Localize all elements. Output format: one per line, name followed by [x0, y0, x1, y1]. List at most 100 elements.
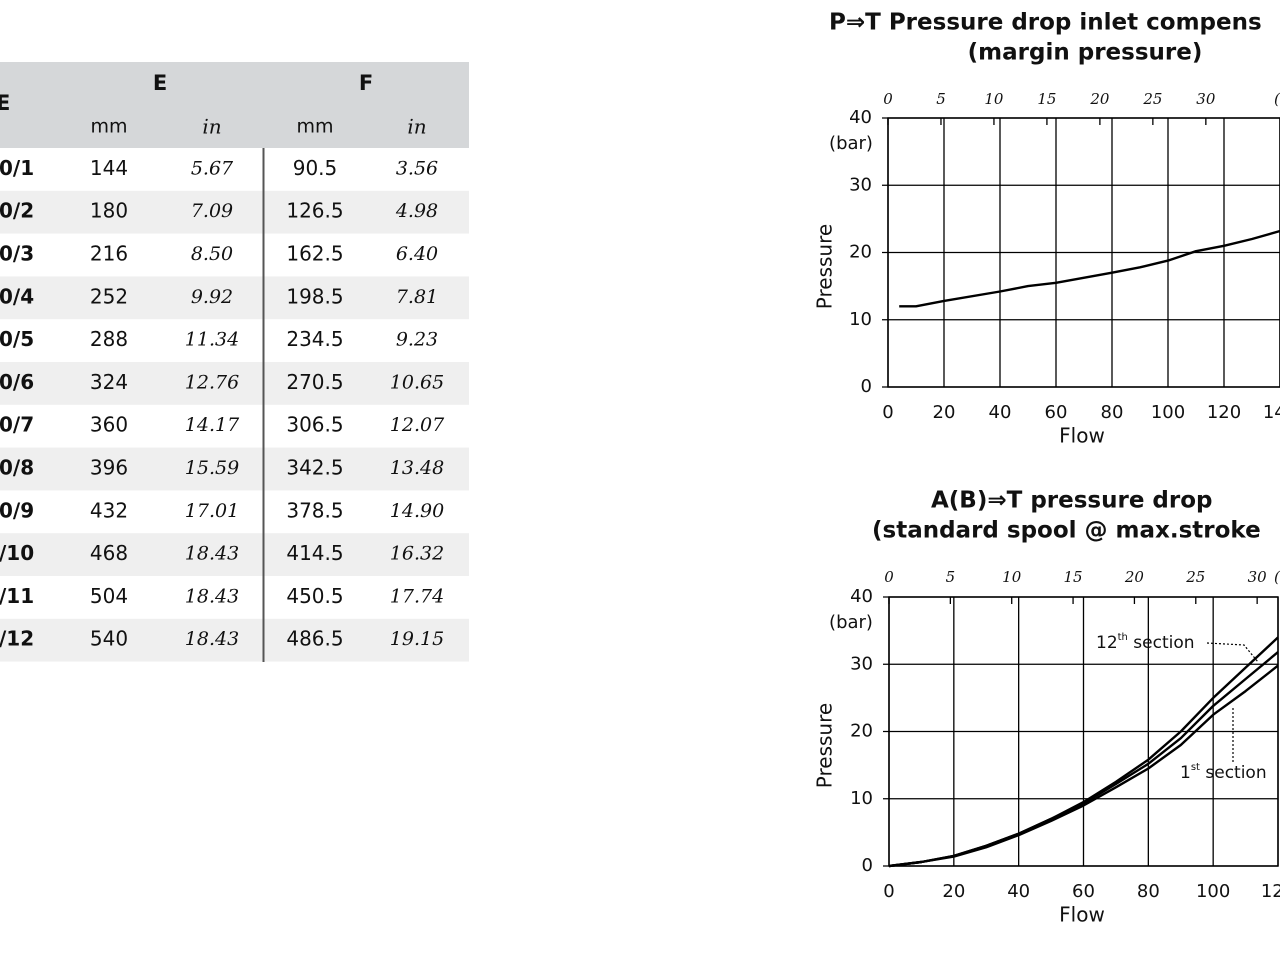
top-tick-label: 25	[1142, 90, 1162, 108]
x-axis-label: Flow	[1059, 903, 1105, 927]
table-cell: 324	[90, 370, 128, 394]
y-tick-label: 20	[849, 242, 872, 263]
top-tick-label: 15	[1064, 568, 1083, 586]
table-cell: 15.59	[185, 457, 239, 479]
top-tick-label: 5	[936, 90, 946, 108]
data-line	[888, 664, 1279, 868]
y-tick-label: 40	[850, 586, 873, 607]
table-cell: 13.48	[390, 457, 444, 479]
table-cell: 486.5	[286, 627, 343, 651]
row-label: 0/3	[0, 242, 34, 266]
annotation-leader	[1206, 642, 1259, 663]
table-cell: 414.5	[286, 541, 343, 565]
table-cell: 18.43	[185, 585, 239, 607]
row-background	[0, 533, 469, 576]
data-line	[899, 229, 1280, 308]
table-cell: 396	[90, 456, 128, 480]
table-cell: 144	[90, 156, 128, 180]
row-background	[0, 447, 469, 491]
table-cell: 16.32	[390, 543, 444, 565]
table-cell: 12.07	[390, 414, 445, 436]
y-tick-label: 0	[861, 376, 872, 397]
table-cell: 18.43	[185, 543, 239, 565]
table-cell: 12.76	[185, 371, 239, 393]
table-cell: 3.56	[396, 157, 438, 179]
chart-subtitle: (standard spool @ max.stroke	[872, 518, 1261, 544]
table-cell: 90.5	[293, 156, 338, 180]
table-cell: 450.5	[286, 584, 343, 608]
top-tick-label: 20	[1089, 90, 1110, 108]
row-label: 0/8	[0, 456, 34, 480]
table-cell: 504	[90, 584, 128, 608]
y-axis-label: Pressure	[813, 703, 837, 788]
row-label: /10	[0, 541, 34, 565]
annotation-text: section	[1200, 763, 1267, 783]
top-tick-label: 5	[946, 568, 956, 586]
top-tick-label: 0	[884, 568, 894, 586]
top-tick-label: 10	[1002, 568, 1022, 586]
table-cell: 126.5	[286, 199, 343, 223]
row-label: 0/5	[0, 327, 34, 351]
y-tick-label: 40	[849, 107, 872, 128]
row-label: 0/7	[0, 413, 34, 437]
table-cell: 14.90	[390, 500, 444, 522]
top-tick-label: 30	[1196, 90, 1216, 108]
table-cell: 378.5	[286, 498, 343, 522]
y-tick-label: 10	[850, 788, 873, 809]
y-tick-label: 10	[849, 309, 872, 330]
table-cell: 10.65	[390, 371, 444, 393]
table-cell: 270.5	[286, 370, 343, 394]
row-background	[0, 190, 469, 234]
row-background	[0, 276, 469, 320]
table-cell: 6.40	[396, 243, 438, 265]
row-label: 0/2	[0, 199, 34, 223]
table-cell: 342.5	[286, 456, 343, 480]
annotation-suffix: th	[1118, 632, 1128, 643]
top-tick-label: 20	[1124, 568, 1145, 586]
unit-cell: mm	[90, 116, 127, 138]
y-tick-label: 30	[849, 174, 872, 195]
table-cell: 468	[90, 541, 128, 565]
x-tick-label: 120	[1261, 881, 1280, 902]
x-tick-label: 100	[1196, 881, 1230, 902]
top-axis-unit: (	[1274, 568, 1280, 586]
y-tick-label: 30	[850, 653, 873, 674]
table-header-bg	[0, 62, 469, 148]
y-tick-label: 0	[862, 855, 873, 876]
x-tick-label: 40	[1007, 881, 1030, 902]
y-tick-label: 20	[850, 721, 873, 742]
x-tick-label: 20	[942, 881, 965, 902]
table-cell: 234.5	[286, 327, 343, 351]
table-cell: 8.50	[191, 243, 233, 265]
table-cell: 14.17	[185, 414, 240, 436]
charts: P⇒T Pressure drop inlet compens (margin p…	[813, 10, 1280, 927]
annotation-number: 12	[1096, 633, 1118, 653]
table-cell: 4.98	[395, 200, 438, 222]
table-cell: 5.67	[191, 157, 234, 179]
top-tick-label: 0	[883, 90, 893, 108]
table-cell: 198.5	[286, 284, 343, 308]
row-background	[0, 618, 469, 662]
top-tick-label: 25	[1185, 568, 1205, 586]
table-cell: 19.15	[390, 628, 444, 650]
top-tick-label: 15	[1037, 90, 1056, 108]
table-cell: 432	[90, 498, 128, 522]
annotation-text: section	[1128, 633, 1195, 653]
table-cell: 252	[90, 284, 128, 308]
row-label: 0/4	[0, 284, 34, 308]
row-label: /11	[0, 584, 34, 608]
table-cell: 17.01	[185, 500, 239, 522]
x-tick-label: 60	[1072, 881, 1095, 902]
table-cell: 288	[90, 327, 128, 351]
x-tick-label: 120	[1207, 402, 1241, 423]
row-background	[0, 362, 469, 405]
table-cell: 7.81	[396, 286, 438, 308]
table-cell: 9.23	[396, 329, 438, 351]
header-cell: F	[359, 71, 373, 95]
annotation-suffix: st	[1191, 762, 1200, 773]
table-cell: 360	[90, 413, 128, 437]
top-axis-unit: (	[1274, 90, 1280, 108]
header-cell: E	[153, 71, 167, 95]
x-tick-label: 20	[933, 402, 956, 423]
